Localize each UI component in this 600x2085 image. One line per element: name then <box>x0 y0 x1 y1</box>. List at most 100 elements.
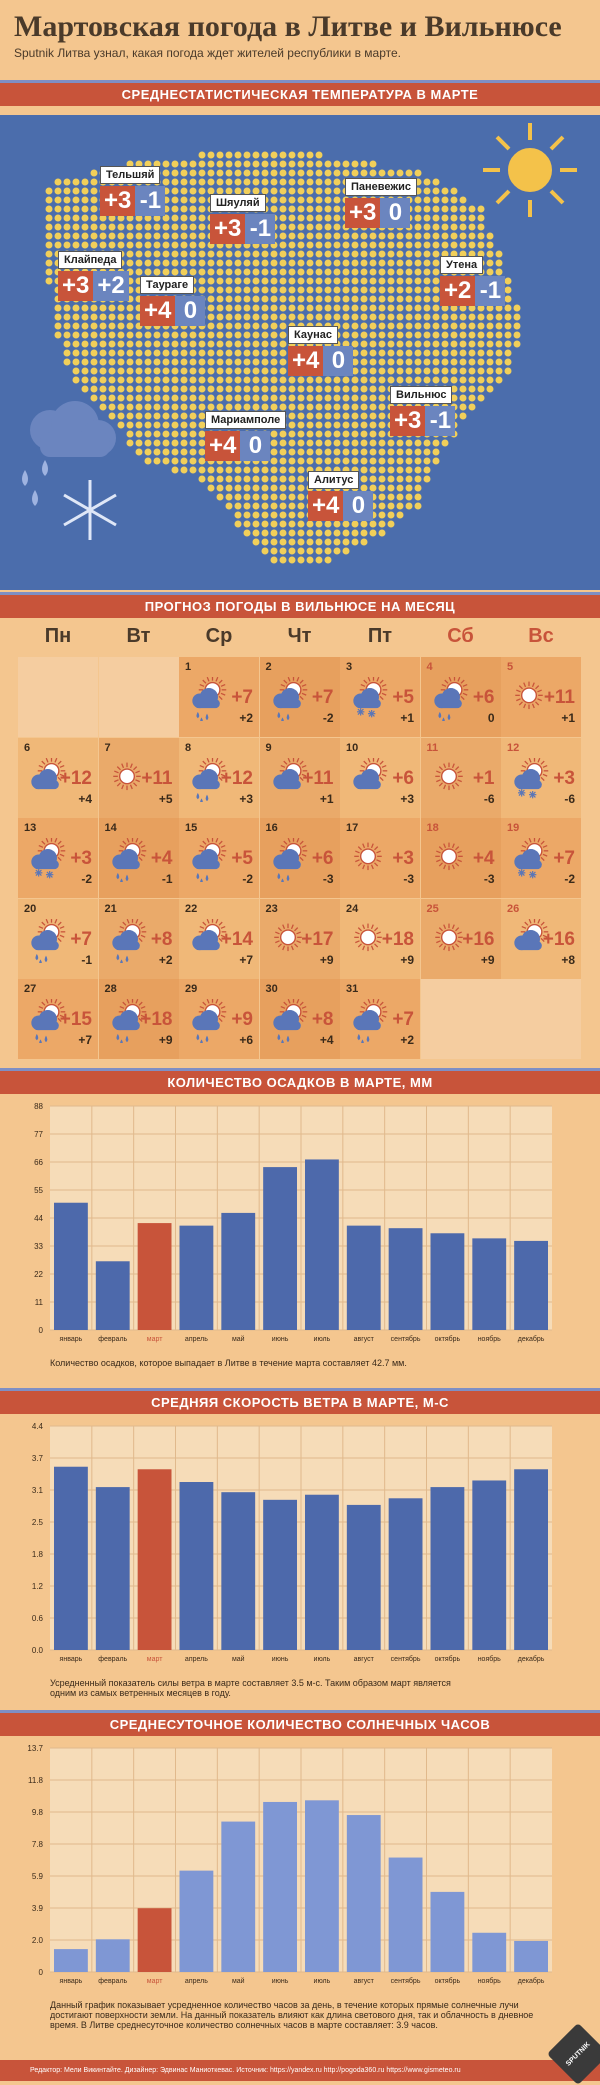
map-dot <box>360 412 368 420</box>
day-number: 17 <box>346 822 359 834</box>
map-dot <box>216 322 224 330</box>
map-dot <box>99 331 107 339</box>
map-dot <box>306 250 314 258</box>
map-dot <box>306 241 314 249</box>
map-dot <box>45 196 53 204</box>
map-dot <box>432 331 440 339</box>
map-dot <box>189 232 197 240</box>
map-dot <box>423 241 431 249</box>
map-dot <box>378 430 386 438</box>
calendar-day: 29 +9 +6 <box>179 979 259 1059</box>
map-dot <box>396 259 404 267</box>
day-high-temp: +6 <box>311 848 334 869</box>
map-dot <box>81 313 89 321</box>
map-dot <box>90 349 98 357</box>
map-dot <box>234 259 242 267</box>
map-dot <box>468 232 476 240</box>
map-dot <box>135 385 143 393</box>
map-dot <box>144 160 152 168</box>
map-dot <box>189 385 197 393</box>
day-low-temp: +4 <box>319 1033 334 1047</box>
cloud-sun-rain-icon <box>192 677 227 721</box>
map-dot <box>351 295 359 303</box>
map-dot <box>90 367 98 375</box>
map-dot <box>288 556 296 564</box>
map-dot <box>315 151 323 159</box>
map-dot <box>288 475 296 483</box>
map-dot <box>90 232 98 240</box>
map-dot <box>369 385 377 393</box>
map-dot <box>477 205 485 213</box>
map-dot <box>261 187 269 195</box>
map-dot <box>378 286 386 294</box>
map-dot <box>198 151 206 159</box>
map-dot <box>117 394 125 402</box>
map-dot <box>360 331 368 339</box>
map-dot <box>306 313 314 321</box>
map-dot <box>378 529 386 537</box>
map-dot <box>504 358 512 366</box>
map-dot <box>108 331 116 339</box>
map-dot <box>279 457 287 465</box>
map-dot <box>99 340 107 348</box>
map-dot <box>405 349 413 357</box>
map-dot <box>288 466 296 474</box>
map-dot <box>342 403 350 411</box>
map-dot <box>369 295 377 303</box>
bar-февраль <box>95 1261 130 1330</box>
y-tick-label: 9.8 <box>32 1808 44 1817</box>
map-dot <box>288 160 296 168</box>
cloud-sun-rain-icon <box>353 999 388 1043</box>
map-dot <box>504 331 512 339</box>
calendar-day: 18 +4 -3 <box>420 818 501 898</box>
map-dot <box>207 331 215 339</box>
map-dot <box>252 178 260 186</box>
map-dot <box>360 286 368 294</box>
map-dot <box>351 412 359 420</box>
map-dot <box>486 259 494 267</box>
map-dot <box>198 349 206 357</box>
map-dot <box>414 214 422 222</box>
map-dot <box>108 214 116 222</box>
map-dot <box>126 376 134 384</box>
x-tick-label: май <box>232 1655 245 1663</box>
city-day-temp: +3 <box>210 214 246 244</box>
map-dot <box>387 466 395 474</box>
map-dot <box>252 286 260 294</box>
map-dot <box>234 394 242 402</box>
map-dot <box>486 385 494 393</box>
map-dot <box>360 340 368 348</box>
map-dot <box>477 304 485 312</box>
map-dot <box>306 376 314 384</box>
map-dot <box>378 259 386 267</box>
map-dot <box>396 232 404 240</box>
map-dot <box>378 304 386 312</box>
map-dot <box>243 277 251 285</box>
map-dot <box>252 268 260 276</box>
map-dot <box>171 358 179 366</box>
calendar-day: 2 +7 -2 <box>259 657 340 737</box>
map-dot <box>234 502 242 510</box>
bar-октябрь <box>430 1487 465 1650</box>
map-dot <box>279 322 287 330</box>
map-dot <box>288 214 296 222</box>
map-dot <box>234 367 242 375</box>
map-dot <box>441 187 449 195</box>
map-dot <box>306 196 314 204</box>
bar-октябрь <box>430 1233 465 1330</box>
map-dot <box>378 403 386 411</box>
map-dot <box>306 295 314 303</box>
x-tick-label: май <box>232 1977 245 1985</box>
map-dot <box>315 277 323 285</box>
city-name: Тельшяй <box>100 166 161 184</box>
map-dot <box>270 322 278 330</box>
map-dot <box>270 340 278 348</box>
map-dot <box>207 268 215 276</box>
x-tick-label: ноябрь <box>478 1977 501 1985</box>
map-dot <box>270 277 278 285</box>
day-low-temp: -2 <box>242 872 253 886</box>
map-dot <box>261 178 269 186</box>
map-dot <box>450 196 458 204</box>
map-dot <box>216 349 224 357</box>
map-dot <box>360 313 368 321</box>
